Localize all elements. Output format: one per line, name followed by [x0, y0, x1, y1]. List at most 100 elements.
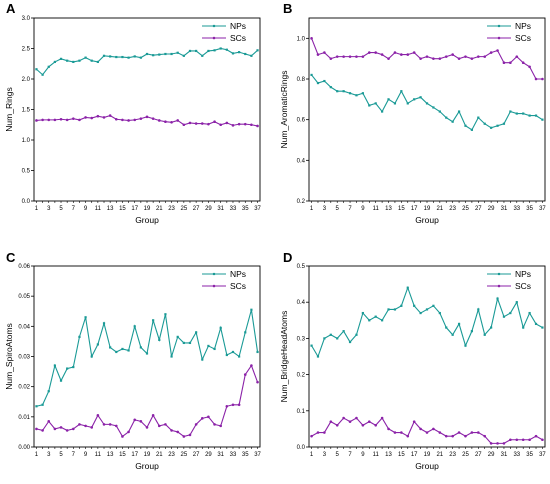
chart-c-legend-scs: SCs — [202, 281, 246, 291]
chart-c-series-nps-point — [231, 350, 235, 354]
chart-d-series-scs-point — [367, 420, 371, 423]
chart-d-series-scs-point — [457, 431, 461, 434]
chart-c-series-scs-point — [53, 427, 57, 431]
chart-d-series-nps-point — [457, 322, 461, 326]
chart-a-x-tick-label: 19 — [144, 206, 151, 212]
chart-c-series-scs-point — [114, 424, 118, 428]
chart-c-series-scs-point — [256, 380, 259, 384]
chart-d-x-tick-label: 5 — [336, 452, 340, 458]
chart-a-series-nps-point — [84, 56, 87, 59]
chart-a-series-scs-point — [65, 118, 69, 122]
chart-b-x-tick-label: 17 — [411, 206, 418, 212]
chart-b-series-nps-point — [445, 116, 448, 119]
chart-a-series-scs-point — [133, 118, 137, 122]
chart-d-x-tick-label: 29 — [488, 452, 495, 458]
chart-d-x-tick-label: 19 — [424, 452, 431, 458]
chart-c-series-scs-point — [78, 423, 81, 426]
chart-c-x-tick-label: 31 — [217, 452, 224, 458]
chart-a-series-scs-point — [188, 121, 192, 125]
chart-a-series-nps-point — [47, 65, 50, 68]
chart-b-series-scs-point — [534, 77, 538, 81]
chart-a-series-scs-point — [84, 116, 87, 119]
chart-a-series-nps-point — [90, 59, 93, 62]
chart-b-panel-letter: B — [283, 1, 292, 16]
chart-c-series-nps-point — [170, 355, 173, 358]
chart-d-x-tick-label: 31 — [501, 452, 508, 458]
chart-d-series-scs-point — [521, 438, 525, 442]
chart-c-x-tick-label: 3 — [47, 452, 51, 458]
chart-c-series-scs-point — [200, 417, 204, 420]
chart-d-x-tick-label: 17 — [411, 452, 418, 458]
chart-d-series-nps-point — [329, 333, 332, 336]
chart-a-series-scs-point — [53, 118, 57, 122]
chart-b-x-tick-label: 27 — [475, 206, 482, 212]
chart-c-series-nps-point — [115, 350, 118, 354]
chart-a-x-tick-label: 31 — [217, 206, 224, 212]
chart-b-series-nps-point — [464, 124, 467, 127]
chart-a-x-tick-label: 17 — [131, 206, 138, 212]
chart-c-legend-nps: NPs — [202, 269, 246, 279]
chart-c-x-tick-label: 35 — [242, 452, 249, 458]
chart-b-series-scs-point — [335, 55, 339, 58]
chart-b-series-nps-point — [342, 90, 345, 93]
chart-d-series-scs-point — [477, 431, 480, 434]
chart-b-x-tick-label: 21 — [436, 206, 443, 212]
chart-a-series-scs-point — [35, 119, 38, 122]
chart-b-legend-nps: NPs — [487, 21, 531, 31]
chart-c-series-scs-point — [139, 420, 143, 423]
chart-c-legend-marker — [212, 284, 216, 288]
chart-d-series-scs-point — [541, 438, 544, 442]
chart-b-series-scs-point — [515, 55, 519, 58]
chart-d-series-nps-point — [342, 330, 345, 333]
chart-a-series-scs-point — [182, 123, 186, 127]
chart-c-series-nps-point — [225, 353, 228, 357]
chart-b-x-axis-title: Group — [415, 215, 439, 225]
chart-d-series-scs-point — [502, 442, 506, 445]
chart-b-series-scs-point — [496, 49, 499, 52]
chart-b-x-tick-label: 35 — [526, 206, 533, 212]
chart-b-series-scs-point — [451, 53, 454, 56]
chart-b-series-nps-point — [381, 110, 384, 113]
chart-b-series-scs-point — [387, 57, 390, 60]
chart-d-series-nps-point — [509, 311, 512, 315]
chart-c-series-scs-point — [127, 430, 130, 434]
chart-d-y-tick-label: 0.0 — [297, 445, 306, 451]
chart-c: C0.000.010.020.030.040.050.061 3 5 7 9 11 13 15… — [4, 250, 262, 471]
chart-b-series-nps-point — [355, 94, 358, 97]
chart-b-series-scs-point — [489, 51, 493, 54]
chart-d-series-nps-point — [438, 311, 441, 315]
chart-b-x-tick-label: 9 — [361, 206, 365, 212]
chart-a-series-nps-point — [238, 51, 241, 54]
chart-a-x-tick-label: 11 — [95, 206, 102, 212]
chart-c-x-tick-label: 23 — [168, 452, 175, 458]
chart-c-x-tick-label: 11 — [95, 452, 102, 458]
chart-a-series-nps-point — [170, 52, 173, 56]
chart-c-plot-frame — [33, 265, 261, 448]
chart-b-series-nps-point — [413, 98, 416, 101]
chart-a-y-tick-label: 2.0 — [22, 77, 31, 83]
chart-b-series-scs-point — [412, 51, 416, 54]
chart-b-series-nps-point — [336, 90, 339, 93]
chart-a-series-scs-point — [114, 117, 118, 121]
chart-d-series-scs-point — [400, 431, 403, 434]
chart-d-series-scs-point — [387, 427, 390, 431]
chart-c-series-scs-point — [231, 403, 235, 407]
chart-d-series-nps-point — [355, 333, 358, 336]
chart-c-series-nps-point — [158, 338, 161, 342]
chart-a-x-tick-label: 13 — [107, 206, 114, 212]
chart-c-y-axis-title: Num_SpiroAtoms — [4, 323, 14, 390]
chart-c-series-nps-point — [84, 316, 87, 319]
chart-b-series-scs-point — [361, 55, 365, 58]
chart-b-series-nps-point — [310, 73, 313, 77]
chart-b-series-scs-point — [419, 57, 422, 60]
chart-c-series-scs-point — [176, 430, 180, 434]
chart-a-series-nps-point — [256, 49, 259, 52]
chart-d-panel-letter: D — [283, 250, 292, 265]
chart-d-x-tick-label: 13 — [385, 452, 392, 458]
chart-c-series-nps-point — [35, 405, 38, 408]
chart-b-series-scs-point — [528, 65, 531, 69]
chart-c-series-scs-point — [207, 415, 210, 419]
chart-d-series-nps-point — [445, 326, 448, 329]
chart-a-series-nps-point — [244, 52, 247, 56]
chart-d-series-scs-point — [316, 431, 320, 434]
